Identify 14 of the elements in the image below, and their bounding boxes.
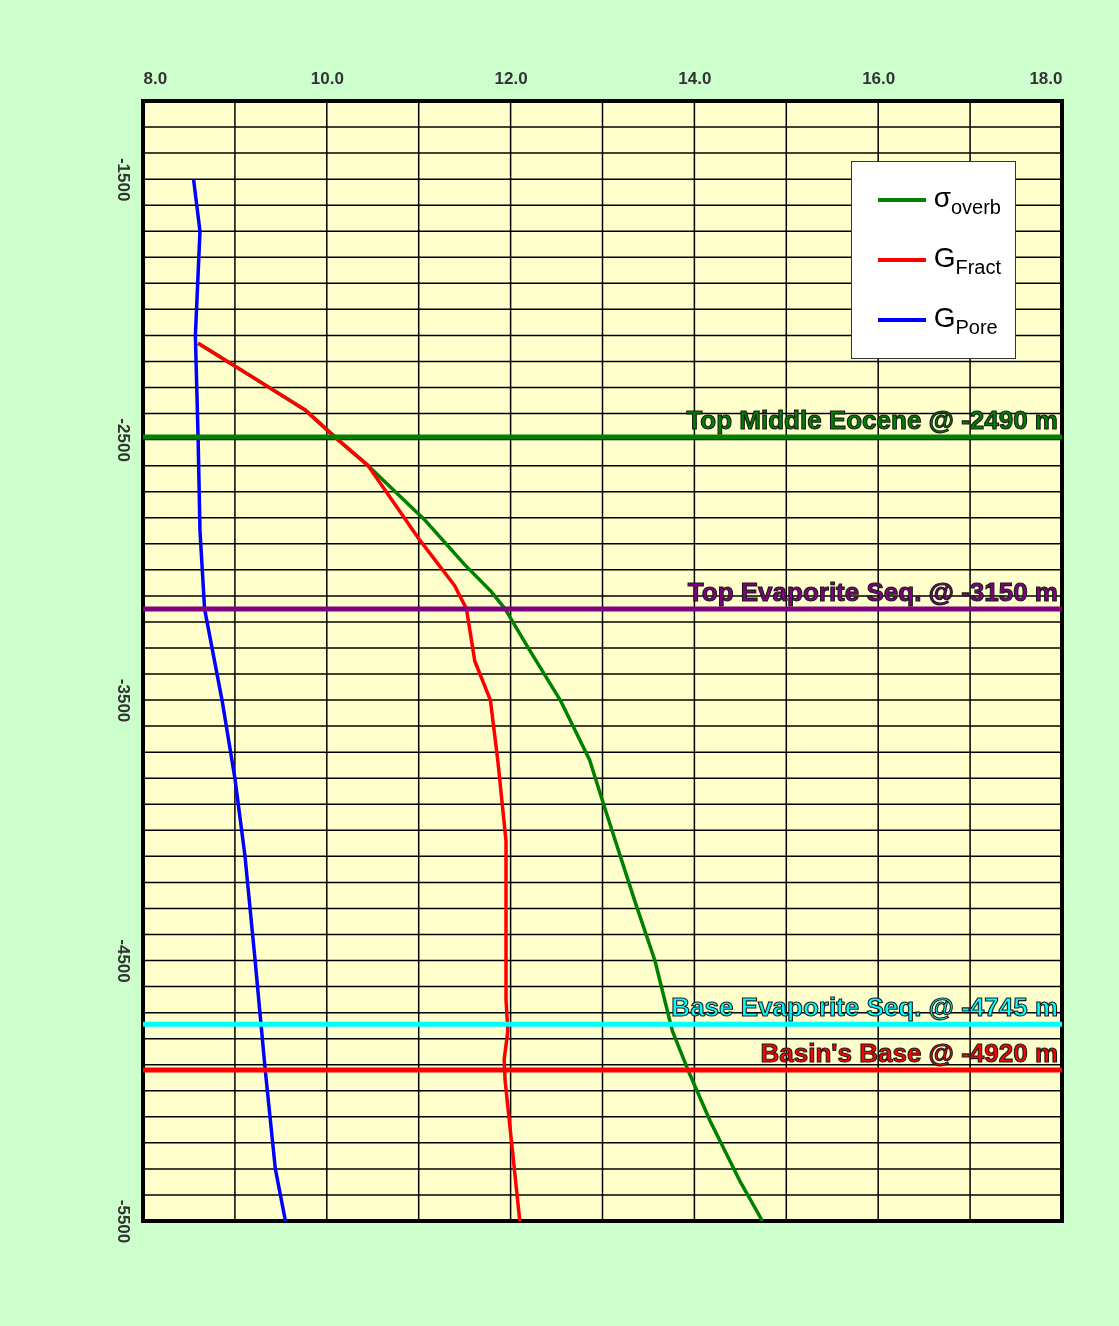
y-tick-label: -1500 bbox=[113, 157, 133, 202]
y-tick-label: -3500 bbox=[113, 678, 133, 723]
x-tick-label: 18.0 bbox=[1029, 68, 1063, 88]
x-tick-label: 12.0 bbox=[494, 68, 528, 88]
y-tick-label: -2500 bbox=[113, 418, 133, 462]
legend-label: G$_{Pore}$ bbox=[933, 301, 998, 339]
legend-label: G$_{Fract}$ bbox=[933, 241, 1001, 279]
y-tick-label: -4500 bbox=[113, 939, 133, 983]
x-tick-label: 10.0 bbox=[310, 68, 344, 88]
legend-label: σ$_{overb}$ bbox=[933, 181, 1001, 219]
y-tick-label: -5500 bbox=[113, 1199, 133, 1244]
x-tick-label: 14.0 bbox=[678, 68, 712, 88]
x-tick-label: 16.0 bbox=[862, 68, 896, 88]
x-tick-label: 8.0 bbox=[143, 68, 168, 88]
